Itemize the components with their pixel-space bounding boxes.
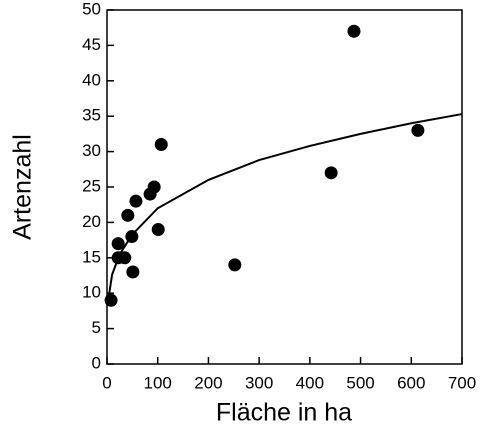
- y-tick-label: 0: [92, 353, 101, 372]
- x-tick-label: 500: [346, 373, 374, 392]
- x-axis-title: Fläche in ha: [216, 399, 352, 427]
- y-tick-label: 20: [82, 212, 101, 231]
- x-tick-label: 0: [102, 373, 111, 392]
- x-tick-label: 300: [245, 373, 273, 392]
- x-tick-label: 600: [397, 373, 425, 392]
- y-tick-label: 40: [82, 70, 101, 89]
- y-tick-label: 30: [82, 141, 101, 160]
- y-tick-label: 25: [82, 176, 101, 195]
- y-tick-label: 45: [82, 35, 101, 54]
- point: [347, 24, 361, 38]
- y-tick-label: 15: [82, 247, 101, 266]
- point: [121, 208, 135, 222]
- y-tick-label: 10: [82, 283, 101, 302]
- point: [126, 265, 140, 279]
- point: [125, 230, 139, 244]
- x-tick-label: 700: [448, 373, 476, 392]
- point: [129, 194, 143, 208]
- point: [411, 123, 425, 137]
- x-tick-label: 400: [296, 373, 324, 392]
- point: [151, 222, 165, 236]
- y-axis-title: Artenzahl: [9, 134, 37, 240]
- y-tick-label: 35: [82, 106, 101, 125]
- point: [147, 180, 161, 194]
- point: [228, 258, 242, 272]
- x-tick-label: 100: [144, 373, 172, 392]
- point: [324, 166, 338, 180]
- y-tick-label: 50: [82, 0, 101, 18]
- x-tick-label: 200: [194, 373, 222, 392]
- point: [118, 251, 132, 265]
- point: [111, 237, 125, 251]
- point: [104, 293, 118, 307]
- y-tick-label: 5: [92, 318, 101, 337]
- point: [154, 138, 168, 152]
